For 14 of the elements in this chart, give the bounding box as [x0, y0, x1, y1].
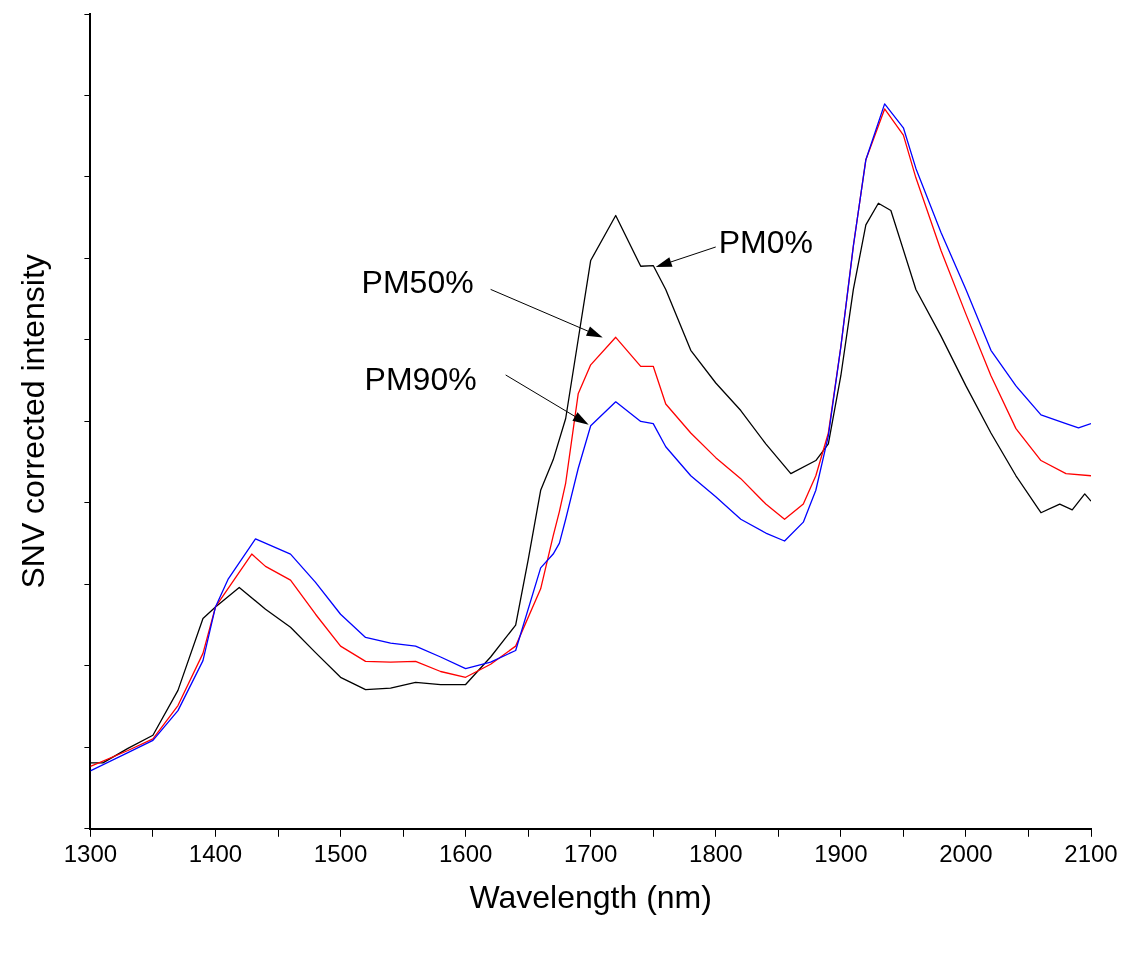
- x-axis-title: Wavelength (nm): [469, 878, 712, 915]
- x-tick-label: 1700: [564, 839, 618, 867]
- x-tick-label: 1900: [814, 839, 868, 867]
- annotation: PM50%: [361, 264, 474, 301]
- x-tick-label: 2000: [939, 839, 993, 867]
- x-tick-label: 2100: [1064, 839, 1118, 867]
- x-tick-label: 1600: [438, 839, 493, 867]
- x-tick-label: 1500: [313, 839, 368, 867]
- x-tick-label: 1800: [689, 839, 743, 867]
- annotation: PM90%: [364, 361, 477, 398]
- annotation: PM0%: [718, 223, 813, 260]
- x-tick-label: 1300: [63, 839, 118, 867]
- y-axis-title: SNV corrected intensity: [15, 254, 52, 589]
- x-tick-label: 1400: [188, 839, 243, 867]
